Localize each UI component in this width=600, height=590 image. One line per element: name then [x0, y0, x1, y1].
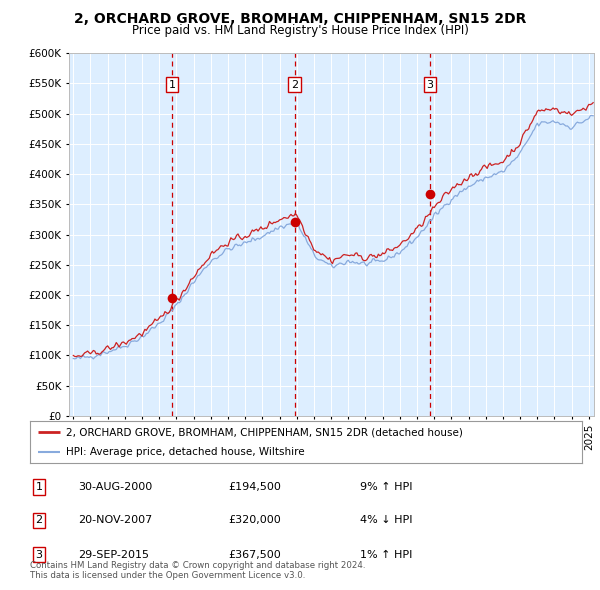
Text: 2: 2 — [35, 516, 43, 525]
Text: 2: 2 — [291, 80, 298, 90]
Text: 1% ↑ HPI: 1% ↑ HPI — [360, 550, 412, 559]
Text: 4% ↓ HPI: 4% ↓ HPI — [360, 516, 413, 525]
Text: £320,000: £320,000 — [228, 516, 281, 525]
Text: 2, ORCHARD GROVE, BROMHAM, CHIPPENHAM, SN15 2DR (detached house): 2, ORCHARD GROVE, BROMHAM, CHIPPENHAM, S… — [66, 427, 463, 437]
Text: 1: 1 — [35, 482, 43, 491]
Text: 3: 3 — [427, 80, 433, 90]
Text: HPI: Average price, detached house, Wiltshire: HPI: Average price, detached house, Wilt… — [66, 447, 305, 457]
Text: Price paid vs. HM Land Registry's House Price Index (HPI): Price paid vs. HM Land Registry's House … — [131, 24, 469, 37]
Text: £367,500: £367,500 — [228, 550, 281, 559]
Text: 9% ↑ HPI: 9% ↑ HPI — [360, 482, 413, 491]
Text: £194,500: £194,500 — [228, 482, 281, 491]
Text: Contains HM Land Registry data © Crown copyright and database right 2024.
This d: Contains HM Land Registry data © Crown c… — [30, 560, 365, 580]
Text: 20-NOV-2007: 20-NOV-2007 — [78, 516, 152, 525]
Text: 1: 1 — [169, 80, 176, 90]
Text: 3: 3 — [35, 550, 43, 559]
Text: 30-AUG-2000: 30-AUG-2000 — [78, 482, 152, 491]
Text: 29-SEP-2015: 29-SEP-2015 — [78, 550, 149, 559]
Text: 2, ORCHARD GROVE, BROMHAM, CHIPPENHAM, SN15 2DR: 2, ORCHARD GROVE, BROMHAM, CHIPPENHAM, S… — [74, 12, 526, 26]
